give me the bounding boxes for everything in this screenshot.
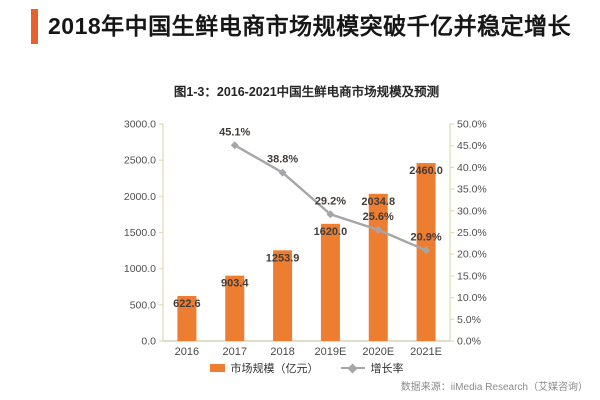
- chart-title: 图1-3：2016-2021中国生鲜电商市场规模及预测: [173, 85, 440, 99]
- growth-rate-label: 45.1%: [219, 126, 250, 138]
- x-axis-category-label: 2016: [175, 346, 199, 358]
- right-axis-tick-label: 5.0%: [457, 314, 481, 326]
- bar-value-label: 1620.0: [314, 226, 348, 238]
- page-header: 2018年中国生鲜电商市场规模突破千亿并稳定增长: [31, 9, 571, 44]
- x-axis-category-label: 2018: [270, 346, 294, 358]
- legend-growth-line-icon: [340, 363, 365, 373]
- bar-value-label: 622.6: [173, 298, 201, 310]
- left-axis-tick-label: 3000.0: [124, 119, 156, 131]
- bar-value-label: 2034.8: [361, 196, 395, 208]
- x-axis-category-label: 2017: [223, 346, 247, 358]
- right-axis-tick-label: 15.0%: [457, 270, 487, 282]
- chart-legend: 市场规模（亿元） 增长率: [163, 360, 450, 376]
- left-axis-tick-label: 1500.0: [124, 227, 156, 239]
- growth-rate-label: 29.2%: [315, 195, 346, 207]
- right-axis-tick-label: 10.0%: [457, 292, 487, 304]
- right-axis-tick-label: 35.0%: [457, 184, 487, 196]
- line-marker-diamond-icon: [278, 168, 287, 177]
- right-axis-tick-label: 30.0%: [457, 205, 487, 217]
- x-axis-category-label: 2019E: [315, 346, 347, 358]
- right-axis-tick-label: 25.0%: [457, 227, 487, 239]
- legend-growth-label: 增长率: [370, 363, 404, 375]
- growth-rate-label: 38.8%: [267, 154, 298, 166]
- right-axis-tick-label: 45.0%: [457, 140, 487, 152]
- left-axis-tick-label: 500.0: [130, 299, 156, 311]
- legend-item-market: 市场规模（亿元）: [209, 360, 319, 376]
- left-axis-tick-label: 2500.0: [124, 155, 156, 167]
- line-marker-diamond-icon: [422, 246, 431, 255]
- bar-2016: [177, 295, 197, 341]
- bar-2019E: [320, 223, 340, 341]
- left-axis-tick-label: 2000.0: [124, 191, 156, 203]
- right-axis-tick-label: 50.0%: [457, 119, 487, 131]
- growth-rate-label: 25.6%: [363, 211, 394, 223]
- bar-2017: [225, 275, 245, 341]
- legend-item-growth: 增长率: [340, 360, 404, 376]
- growth-rate-label: 20.9%: [410, 231, 441, 243]
- title-accent-bar: [31, 9, 38, 44]
- line-marker-diamond-icon: [230, 141, 239, 150]
- line-marker-diamond-icon: [326, 210, 335, 219]
- bar-value-label: 903.4: [221, 278, 249, 290]
- bar-value-label: 2460.0: [409, 165, 443, 177]
- page-title: 2018年中国生鲜电商市场规模突破千亿并稳定增长: [48, 13, 572, 39]
- left-axis-tick-label: 0.0: [141, 336, 156, 348]
- right-axis-tick-label: 40.0%: [457, 162, 487, 174]
- data-source-note: 数据来源：iiMedia Research（艾媒咨询）: [400, 382, 588, 393]
- bar-value-label: 1253.9: [266, 252, 300, 264]
- right-axis-tick-label: 0.0%: [457, 336, 481, 348]
- bar-2018: [273, 250, 293, 341]
- legend-market-swatch: [209, 364, 225, 372]
- x-axis-category-label: 2020E: [362, 346, 394, 358]
- x-axis-category-label: 2021E: [410, 346, 442, 358]
- left-axis-tick-label: 1000.0: [124, 263, 156, 275]
- bar-2020E: [368, 193, 388, 341]
- legend-growth-diamond-icon: [347, 363, 358, 373]
- right-axis-tick-label: 20.0%: [457, 249, 487, 261]
- legend-market-label: 市场规模（亿元）: [230, 363, 319, 375]
- line-marker-diamond-icon: [374, 225, 383, 234]
